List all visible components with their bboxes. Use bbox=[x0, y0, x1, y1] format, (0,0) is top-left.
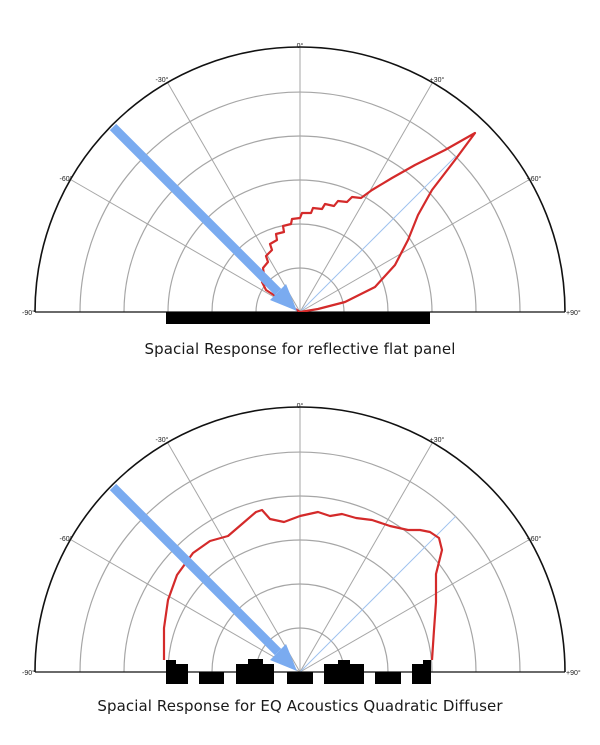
angle-label-0: 0° bbox=[297, 42, 304, 50]
reflection-guide-line bbox=[299, 516, 456, 673]
angle-label-plus-60: +60° bbox=[527, 535, 542, 543]
angle-label-plus-60: +60° bbox=[527, 175, 542, 183]
grid-spoke bbox=[167, 82, 301, 313]
angle-label-plus-30: +30° bbox=[430, 76, 445, 84]
incident-arrow bbox=[109, 483, 297, 671]
grid-spoke bbox=[299, 442, 433, 673]
angle-label-plus-30: +30° bbox=[430, 436, 445, 444]
flat-panel-surface bbox=[166, 312, 430, 324]
grid-spoke bbox=[70, 179, 301, 313]
polar-diagram-flat-panel: 0° -30° +30° -60° +60° -90° +90° Spacial… bbox=[0, 0, 600, 372]
response-curve bbox=[162, 508, 444, 661]
angle-label-minus-60: -60° bbox=[60, 535, 73, 543]
polar-plot-quadratic-diffuser: 0° -30° +30° -60° +60° -90° +90° bbox=[22, 402, 581, 684]
angle-label-minus-90: -90° bbox=[22, 669, 35, 677]
caption-quadratic-diffuser: Spacial Response for EQ Acoustics Quadra… bbox=[97, 697, 503, 715]
grid-spoke bbox=[167, 442, 301, 673]
angle-labels: 0° -30° +30° -60° +60° -90° +90° bbox=[22, 42, 581, 317]
reflection-guide-line bbox=[299, 156, 456, 313]
outer-arc bbox=[34, 46, 566, 313]
angle-label-minus-60: -60° bbox=[60, 175, 73, 183]
angle-label-minus-90: -90° bbox=[22, 309, 35, 317]
angle-labels: 0° -30° +30° -60° +60° -90° +90° bbox=[22, 402, 581, 677]
angle-label-minus-30: -30° bbox=[156, 436, 169, 444]
angle-label-plus-90: +90° bbox=[566, 309, 581, 317]
grid-spoke bbox=[70, 539, 301, 673]
angle-label-0: 0° bbox=[297, 402, 304, 410]
polar-grid bbox=[34, 406, 566, 673]
incident-arrow bbox=[109, 123, 297, 311]
grid-spoke bbox=[299, 539, 530, 673]
polar-grid bbox=[34, 46, 566, 313]
grid-spoke bbox=[299, 82, 433, 313]
angle-label-plus-90: +90° bbox=[566, 669, 581, 677]
caption-flat-panel: Spacial Response for reflective flat pan… bbox=[144, 340, 456, 358]
diffuser-surface bbox=[166, 659, 431, 684]
grid-spoke bbox=[299, 179, 530, 313]
outer-arc bbox=[34, 406, 566, 673]
response-curve bbox=[260, 131, 477, 314]
polar-diagram-quadratic-diffuser: 0° -30° +30° -60° +60° -90° +90° Spacial… bbox=[0, 360, 600, 732]
polar-plot-flat-panel: 0° -30° +30° -60° +60° -90° +90° bbox=[22, 42, 581, 324]
angle-label-minus-30: -30° bbox=[156, 76, 169, 84]
